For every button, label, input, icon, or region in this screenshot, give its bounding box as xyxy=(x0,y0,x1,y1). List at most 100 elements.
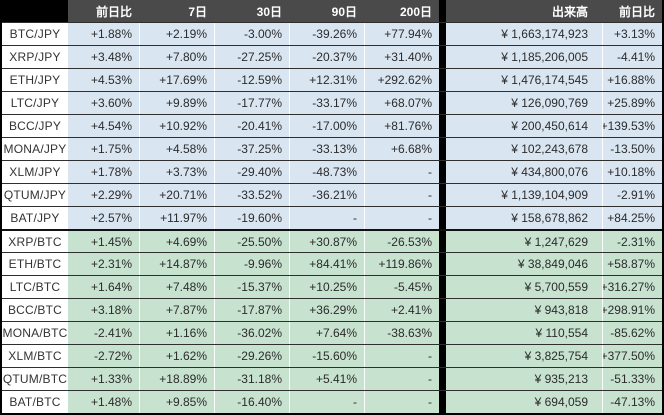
volume-change-cell: -2.31% xyxy=(602,231,662,252)
corner-cell xyxy=(2,0,68,22)
change-200d-cell: +81.76% xyxy=(364,115,439,137)
change-200d-cell: +292.62% xyxy=(364,69,439,91)
header-200d: 200日 xyxy=(364,0,439,22)
table-row: QTUM/BTC +1.33% +18.89% -31.18% +5.41% -… xyxy=(2,367,662,390)
table-row: XLM/BTC -2.72% +1.62% -29.26% -15.60% - … xyxy=(2,344,662,367)
change-30d-cell: -20.41% xyxy=(214,115,289,137)
pair-name-cell: LTC/JPY xyxy=(2,92,68,114)
table-row: LTC/JPY +3.60% +9.89% -17.77% -33.17% +6… xyxy=(2,91,662,114)
change-7d-cell: +4.69% xyxy=(139,231,214,252)
table-row: ETH/JPY +4.53% +17.69% -12.59% +12.31% +… xyxy=(2,68,662,91)
column-group-divider xyxy=(439,207,446,229)
change-90d-cell: -33.17% xyxy=(289,92,364,114)
table-body: BTC/JPY +1.88% +2.19% -3.00% -39.26% +77… xyxy=(2,22,662,413)
change-30d-cell: -33.52% xyxy=(214,184,289,206)
change-30d-cell: -31.18% xyxy=(214,368,289,390)
volume-cell: ¥ 1,476,174,545 xyxy=(446,69,602,91)
column-group-divider xyxy=(439,345,446,367)
volume-cell: ¥ 3,825,754 xyxy=(446,345,602,367)
column-group-divider xyxy=(439,23,446,45)
column-group-divider xyxy=(439,299,446,321)
table-row: XLM/JPY +1.78% +3.73% -29.40% -48.73% - … xyxy=(2,160,662,183)
change-30d-cell: -17.77% xyxy=(214,92,289,114)
change-200d-cell: - xyxy=(364,368,439,390)
change-200d-cell: - xyxy=(364,391,439,413)
header-change-1d: 前日比 xyxy=(68,0,139,22)
header-30d: 30日 xyxy=(214,0,289,22)
change-1d-cell: +2.31% xyxy=(68,253,139,275)
change-90d-cell: +12.31% xyxy=(289,69,364,91)
change-30d-cell: -36.02% xyxy=(214,322,289,344)
pair-name-cell: BAT/BTC xyxy=(2,391,68,413)
change-30d-cell: -27.25% xyxy=(214,46,289,68)
pair-name-cell: XRP/JPY xyxy=(2,46,68,68)
change-1d-cell: +1.45% xyxy=(68,231,139,252)
pair-name-cell: MONA/JPY xyxy=(2,138,68,160)
volume-change-cell: +3.13% xyxy=(602,23,662,45)
change-90d-cell: -33.13% xyxy=(289,138,364,160)
change-7d-cell: +3.73% xyxy=(139,161,214,183)
change-90d-cell: - xyxy=(289,207,364,229)
change-1d-cell: +4.53% xyxy=(68,69,139,91)
change-30d-cell: -17.87% xyxy=(214,299,289,321)
table-row: BTC/JPY +1.88% +2.19% -3.00% -39.26% +77… xyxy=(2,22,662,45)
pair-name-cell: BTC/JPY xyxy=(2,23,68,45)
pair-name-cell: BCC/BTC xyxy=(2,299,68,321)
change-1d-cell: +4.54% xyxy=(68,115,139,137)
change-1d-cell: +1.88% xyxy=(68,23,139,45)
change-1d-cell: +1.64% xyxy=(68,276,139,298)
change-90d-cell: -39.26% xyxy=(289,23,364,45)
column-group-divider xyxy=(439,276,446,298)
volume-cell: ¥ 1,247,629 xyxy=(446,231,602,252)
pair-name-cell: ETH/JPY xyxy=(2,69,68,91)
volume-change-cell: -2.91% xyxy=(602,184,662,206)
volume-cell: ¥ 110,554 xyxy=(446,322,602,344)
change-90d-cell: - xyxy=(289,391,364,413)
change-7d-cell: +1.62% xyxy=(139,345,214,367)
pair-name-cell: XLM/JPY xyxy=(2,161,68,183)
pair-name-cell: MONA/BTC xyxy=(2,322,68,344)
change-1d-cell: +3.48% xyxy=(68,46,139,68)
volume-change-cell: +58.87% xyxy=(602,253,662,275)
change-30d-cell: -29.26% xyxy=(214,345,289,367)
volume-change-cell: +377.50% xyxy=(602,345,662,367)
column-group-divider xyxy=(439,92,446,114)
column-group-divider xyxy=(439,138,446,160)
volume-change-cell: +10.18% xyxy=(602,161,662,183)
pair-name-cell: LTC/BTC xyxy=(2,276,68,298)
column-group-divider xyxy=(439,322,446,344)
volume-cell: ¥ 1,663,174,923 xyxy=(446,23,602,45)
change-30d-cell: -29.40% xyxy=(214,161,289,183)
volume-cell: ¥ 158,678,862 xyxy=(446,207,602,229)
volume-change-cell: +316.27% xyxy=(602,276,662,298)
change-7d-cell: +20.71% xyxy=(139,184,214,206)
volume-cell: ¥ 1,139,104,909 xyxy=(446,184,602,206)
column-group-divider xyxy=(439,253,446,275)
change-1d-cell: +2.29% xyxy=(68,184,139,206)
pair-name-cell: BCC/JPY xyxy=(2,115,68,137)
column-group-divider xyxy=(439,231,446,252)
volume-change-cell: +16.88% xyxy=(602,69,662,91)
volume-cell: ¥ 5,700,559 xyxy=(446,276,602,298)
volume-cell: ¥ 935,213 xyxy=(446,368,602,390)
change-90d-cell: +36.29% xyxy=(289,299,364,321)
change-1d-cell: +1.33% xyxy=(68,368,139,390)
change-90d-cell: -48.73% xyxy=(289,161,364,183)
table-row: MONA/BTC -2.41% +1.16% -36.02% +7.64% -3… xyxy=(2,321,662,344)
volume-cell: ¥ 200,450,614 xyxy=(446,115,602,137)
change-200d-cell: +2.41% xyxy=(364,299,439,321)
change-200d-cell: +6.68% xyxy=(364,138,439,160)
change-90d-cell: -20.37% xyxy=(289,46,364,68)
volume-change-cell: +298.91% xyxy=(602,299,662,321)
volume-cell: ¥ 126,090,769 xyxy=(446,92,602,114)
volume-change-cell: -13.50% xyxy=(602,138,662,160)
change-30d-cell: -12.59% xyxy=(214,69,289,91)
pair-name-cell: QTUM/JPY xyxy=(2,184,68,206)
table-row: QTUM/JPY +2.29% +20.71% -33.52% -36.21% … xyxy=(2,183,662,206)
change-200d-cell: +68.07% xyxy=(364,92,439,114)
change-30d-cell: -3.00% xyxy=(214,23,289,45)
pair-name-cell: ETH/BTC xyxy=(2,253,68,275)
change-90d-cell: -15.60% xyxy=(289,345,364,367)
volume-cell: ¥ 943,818 xyxy=(446,299,602,321)
